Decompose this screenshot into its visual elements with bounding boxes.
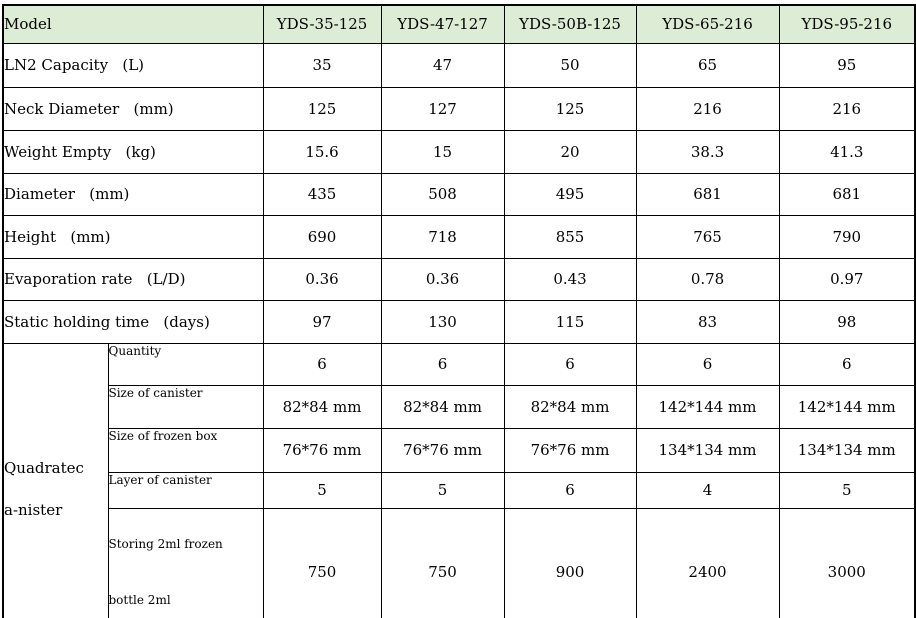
sub-row-label: Storing 2ml frozen bottle 2ml [107, 507, 264, 618]
cell-value: 6 [380, 342, 505, 386]
cell-value: 134*134 mm [635, 427, 780, 473]
product-spec-table: Model YDS-35-125 YDS-47-127 YDS-50B-125 … [2, 4, 916, 618]
table-row: LN2 Capacity (L) 35 47 50 65 95 [2, 42, 916, 88]
cell-value: 6 [503, 342, 637, 386]
cell-value: 790 [778, 214, 916, 259]
row-label: Weight Empty (kg) [2, 129, 264, 174]
cell-value: 5 [778, 471, 916, 509]
cell-value: 681 [635, 172, 780, 216]
cell-value: 47 [380, 42, 505, 88]
cell-value: 5 [380, 471, 505, 509]
cell-value: 127 [380, 86, 505, 131]
header-model-name: YDS-35-125 [262, 4, 382, 44]
table-row: Diameter (mm) 435 508 495 681 681 [2, 172, 916, 216]
sub-row-label: Size of frozen box [107, 427, 264, 473]
cell-value: 76*76 mm [262, 427, 382, 473]
cell-value: 0.97 [778, 257, 916, 301]
row-label: Neck Diameter (mm) [2, 86, 264, 131]
cell-value: 0.36 [262, 257, 382, 301]
row-label: Height (mm) [2, 214, 264, 259]
cell-value: 15 [380, 129, 505, 174]
sub-row-label: Size of canister [107, 384, 264, 429]
cell-value: 76*76 mm [503, 427, 637, 473]
cell-value: 35 [262, 42, 382, 88]
table-row: Height (mm) 690 718 855 765 790 [2, 214, 916, 259]
group-label-line1: Quadratec [4, 459, 84, 477]
header-model-label: Model [2, 4, 264, 44]
cell-value: 6 [503, 471, 637, 509]
cell-value: 4 [635, 471, 780, 509]
cell-value: 134*134 mm [778, 427, 916, 473]
cell-value: 38.3 [635, 129, 780, 174]
cell-value: 6 [635, 342, 780, 386]
row-label: Static holding time (days) [2, 299, 264, 344]
group-row: Size of frozen box 76*76 mm 76*76 mm 76*… [3, 427, 916, 473]
cell-value: 82*84 mm [262, 384, 382, 429]
cell-value: 83 [635, 299, 780, 344]
header-model-name: YDS-47-127 [380, 4, 505, 44]
table-row: Evaporation rate (L/D) 0.36 0.36 0.43 0.… [2, 257, 916, 301]
cell-value: 3000 [778, 507, 916, 618]
cell-value: 718 [380, 214, 505, 259]
cell-value: 508 [380, 172, 505, 216]
cell-value: 97 [262, 299, 382, 344]
cell-value: 855 [503, 214, 637, 259]
cell-value: 41.3 [778, 129, 916, 174]
header-model-name: YDS-50B-125 [503, 4, 637, 44]
cell-value: 76*76 mm [380, 427, 505, 473]
header-row: Model YDS-35-125 YDS-47-127 YDS-50B-125 … [2, 4, 916, 44]
cell-value: 95 [778, 42, 916, 88]
row-label: Diameter (mm) [2, 172, 264, 216]
sub-row-label: Layer of canister [107, 471, 264, 509]
cell-value: 216 [635, 86, 780, 131]
cell-value: 690 [262, 214, 382, 259]
table-row: Static holding time (days) 97 130 115 83… [2, 299, 916, 344]
cell-value: 2400 [635, 507, 780, 618]
cell-value: 50 [503, 42, 637, 88]
table-row: Neck Diameter (mm) 125 127 125 216 216 [2, 86, 916, 131]
cell-value: 435 [262, 172, 382, 216]
cell-value: 681 [778, 172, 916, 216]
cell-value: 82*84 mm [380, 384, 505, 429]
cell-value: 0.43 [503, 257, 637, 301]
cell-value: 216 [778, 86, 916, 131]
table-row: Weight Empty (kg) 15.6 15 20 38.3 41.3 [2, 129, 916, 174]
sub-row-label-line1: Storing 2ml frozen [108, 536, 223, 551]
row-label: Evaporation rate (L/D) [2, 257, 264, 301]
cell-value: 130 [380, 299, 505, 344]
group-row: Size of canister 82*84 mm 82*84 mm 82*84… [3, 384, 916, 429]
cell-value: 15.6 [262, 129, 382, 174]
group-label-line2: a-nister [4, 501, 63, 519]
group-row: Quadratec a-nister Quantity 6 6 6 6 6 [2, 342, 916, 618]
cell-value: 115 [503, 299, 637, 344]
group-row: Storing 2ml frozen bottle 2ml 750 750 90… [3, 507, 916, 618]
header-model-name: YDS-65-216 [635, 4, 780, 44]
cell-value: 5 [262, 471, 382, 509]
cell-value: 65 [635, 42, 780, 88]
cell-value: 6 [778, 342, 916, 386]
row-label: LN2 Capacity (L) [2, 42, 264, 88]
sub-row-label: Quantity [107, 342, 264, 386]
cell-value: 125 [503, 86, 637, 131]
cell-value: 765 [635, 214, 780, 259]
group-row: Layer of canister 5 5 6 4 5 [3, 471, 916, 509]
group-label-quadratec: Quadratec a-nister [2, 342, 109, 618]
cell-value: 6 [262, 342, 382, 386]
cell-value: 900 [503, 507, 637, 618]
cell-value: 142*144 mm [778, 384, 916, 429]
sub-row-label-line2: bottle 2ml [108, 592, 171, 607]
cell-value: 98 [778, 299, 916, 344]
cell-value: 0.36 [380, 257, 505, 301]
cell-value: 20 [503, 129, 637, 174]
cell-value: 750 [262, 507, 382, 618]
cell-value: 142*144 mm [635, 384, 780, 429]
cell-value: 750 [380, 507, 505, 618]
cell-value: 495 [503, 172, 637, 216]
cell-value: 125 [262, 86, 382, 131]
header-model-name: YDS-95-216 [778, 4, 916, 44]
cell-value: 82*84 mm [503, 384, 637, 429]
cell-value: 0.78 [635, 257, 780, 301]
